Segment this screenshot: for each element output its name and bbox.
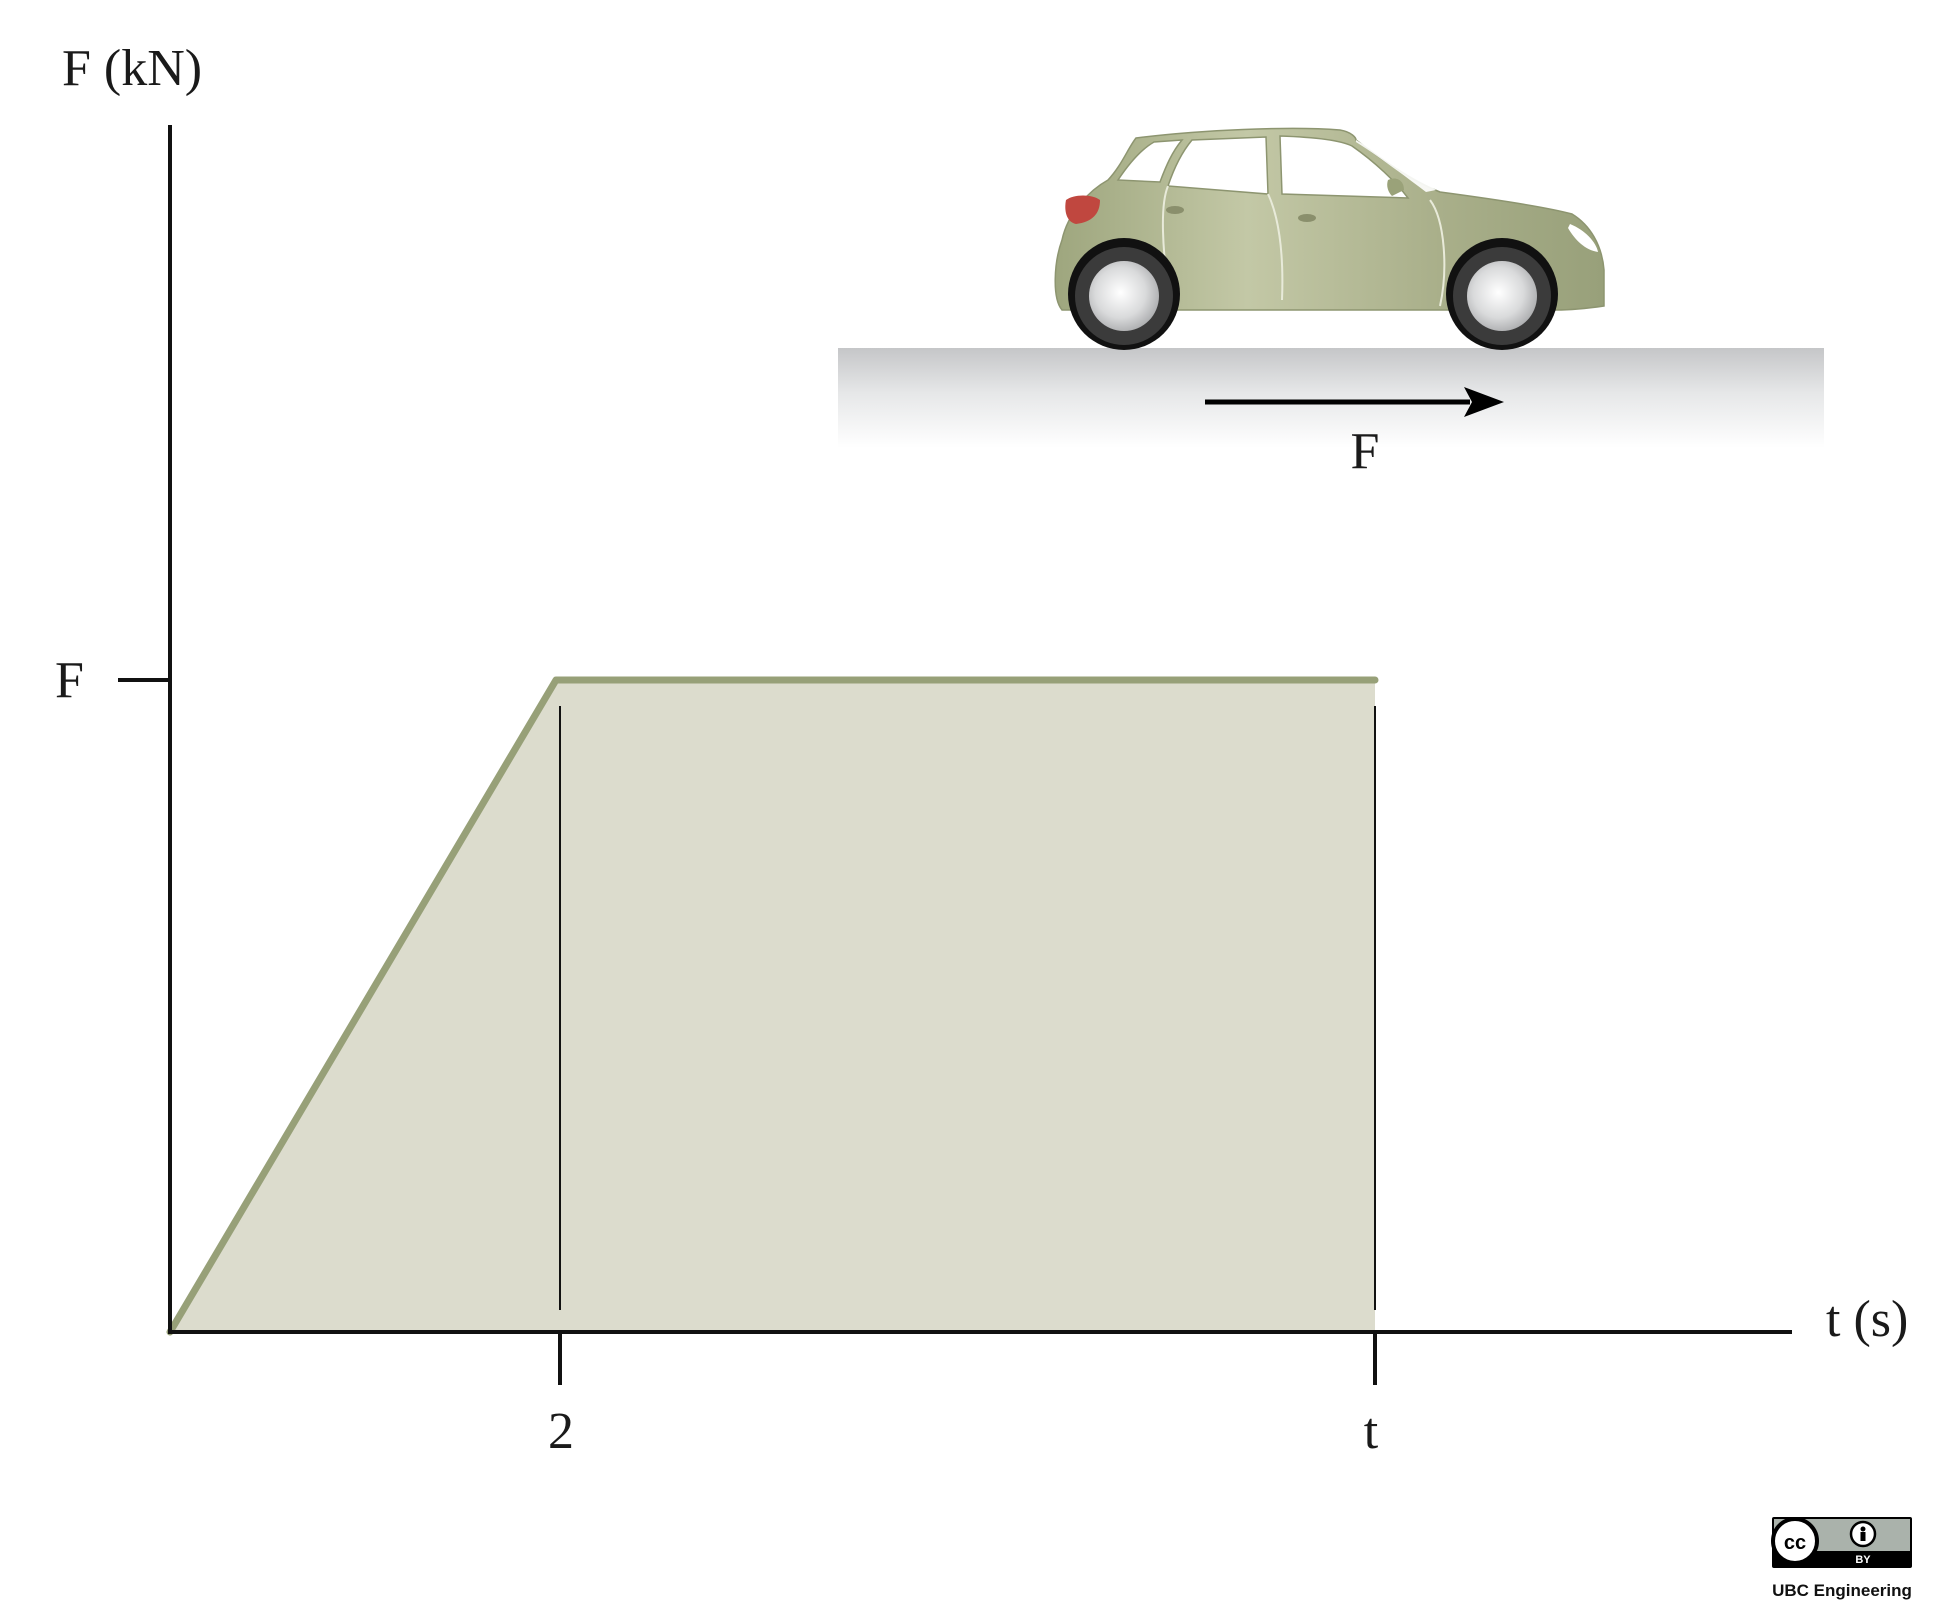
door-handle: [1298, 214, 1316, 222]
door-line: [1267, 193, 1284, 301]
x-tick-label-2: 2: [548, 1403, 574, 1460]
license-badge-text: BY: [1855, 1554, 1871, 1566]
side-mirror: [1387, 178, 1404, 196]
svg-text:cc: cc: [1784, 1532, 1806, 1554]
force-profile-curve: [166, 676, 1379, 1336]
force-arrowhead: [1464, 387, 1504, 417]
tail-light: [1065, 195, 1100, 224]
credit-text: UBC Engineering: [1772, 1581, 1912, 1600]
ground: [838, 348, 1824, 448]
cc-icon: [1771, 1517, 1819, 1565]
door-handle: [1166, 206, 1184, 214]
door-line: [1429, 199, 1446, 307]
middle-window: [1166, 136, 1269, 195]
y-tick-label-F: F: [55, 652, 84, 709]
x-axis-label: t (s): [1826, 1291, 1908, 1348]
car-illustration: F: [838, 127, 1824, 480]
head-light: [1568, 224, 1598, 252]
force-label: F: [1351, 423, 1380, 480]
front-wheel-hub: [1467, 261, 1537, 331]
rear-window: [1116, 139, 1184, 183]
y-axis-label: F (kN): [62, 40, 202, 97]
rear-wheel-hub: [1089, 261, 1159, 331]
windshield: [1356, 140, 1436, 192]
license-badge: cc BY: [1771, 1517, 1912, 1568]
x-tick-label-t: t: [1364, 1403, 1379, 1460]
impulse-area: [170, 680, 1375, 1332]
